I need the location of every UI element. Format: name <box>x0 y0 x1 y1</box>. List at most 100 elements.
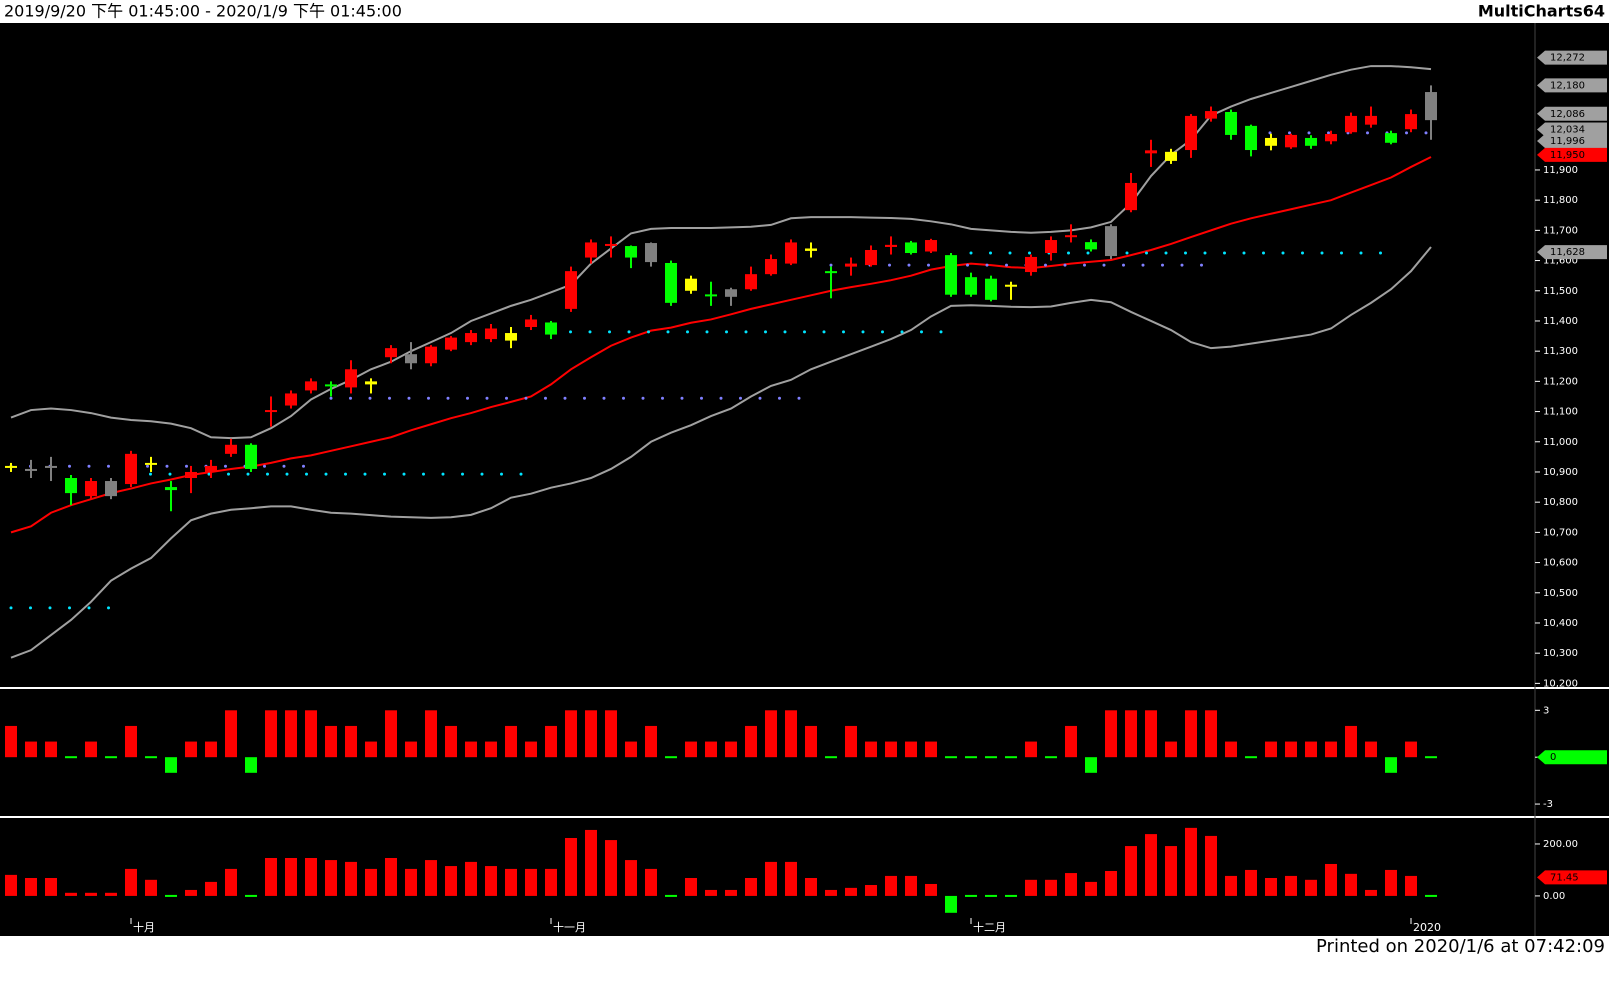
bar <box>1005 756 1017 759</box>
y-tick-label: 11,500 <box>1543 286 1578 297</box>
bar <box>805 878 817 896</box>
bar <box>485 866 497 896</box>
bar <box>1185 827 1197 896</box>
bar <box>1405 875 1417 896</box>
candle-body <box>925 240 937 252</box>
candle-body <box>125 453 137 485</box>
printed-note: Printed on 2020/1/6 at 07:42:09 <box>1316 936 1605 957</box>
candle-body <box>105 481 117 497</box>
bar <box>1385 757 1397 773</box>
bar <box>1145 710 1157 758</box>
candle-body <box>165 487 177 491</box>
y-tick-label: -3 <box>1543 799 1553 810</box>
bar <box>1405 741 1417 758</box>
candle-body <box>625 246 637 258</box>
bar <box>1305 741 1317 758</box>
y-tick-label: 11,900 <box>1543 165 1578 176</box>
price-tag <box>1537 78 1607 93</box>
bar <box>105 892 117 896</box>
candle-body <box>645 243 657 263</box>
brand: MultiCharts64 <box>1478 2 1605 21</box>
bar <box>325 725 337 758</box>
candle-body <box>825 271 837 274</box>
candle-body <box>765 259 777 275</box>
bar <box>865 741 877 758</box>
candle-body <box>425 346 437 364</box>
bar <box>205 741 217 758</box>
candle-body <box>1345 115 1357 133</box>
y-tick-label: 10,300 <box>1543 648 1578 659</box>
bar <box>425 710 437 758</box>
candle-body <box>905 242 917 254</box>
bar <box>565 838 577 896</box>
y-tick-label: 11,300 <box>1543 346 1578 357</box>
bar <box>225 868 237 896</box>
candle-body <box>265 410 277 413</box>
bar <box>1145 834 1157 896</box>
bar <box>685 741 697 758</box>
bar <box>625 741 637 758</box>
candle-body <box>1305 137 1317 146</box>
y-tick-label: 11,200 <box>1543 376 1578 387</box>
bar <box>845 887 857 896</box>
candle-body <box>1325 134 1337 142</box>
candle-body <box>565 271 577 309</box>
candle-body <box>545 322 557 335</box>
bar <box>485 741 497 758</box>
candle-body <box>1225 111 1237 135</box>
price-tag-label: 11,628 <box>1550 247 1585 258</box>
candle-body <box>965 277 977 295</box>
candle-body <box>1205 111 1217 119</box>
candle-body <box>505 333 517 341</box>
bar <box>5 725 17 758</box>
bar <box>405 741 417 758</box>
y-tick-label: 200.00 <box>1543 839 1578 850</box>
bar <box>1305 879 1317 896</box>
bar <box>185 889 197 896</box>
price-tag-label: 11,996 <box>1550 136 1585 147</box>
bar <box>145 879 157 896</box>
bar <box>565 710 577 758</box>
y-tick-label: 11,600 <box>1543 256 1578 267</box>
bar <box>585 829 597 896</box>
price-tag <box>1537 133 1607 148</box>
y-tick-label: 11,400 <box>1543 316 1578 327</box>
candle-body <box>1405 114 1417 130</box>
bar <box>885 875 897 896</box>
bar <box>85 892 97 896</box>
candle-body <box>525 319 537 328</box>
header-bar <box>0 0 1609 23</box>
bar <box>705 889 717 896</box>
bar <box>445 866 457 896</box>
bar <box>205 881 217 896</box>
y-tick-label: 10,200 <box>1543 678 1578 689</box>
x-tick-label: 十月 <box>133 920 155 934</box>
bar <box>305 710 317 758</box>
bar <box>185 741 197 758</box>
bar <box>685 878 697 896</box>
candle-body <box>1245 125 1257 151</box>
candle-body <box>605 243 617 246</box>
bar <box>965 894 977 897</box>
y-tick-label: 10,400 <box>1543 618 1578 629</box>
candle-body <box>1425 92 1437 121</box>
bar <box>745 878 757 896</box>
bar <box>65 892 77 896</box>
bar <box>1225 875 1237 896</box>
bar <box>1345 873 1357 896</box>
bar <box>785 861 797 896</box>
bar <box>665 894 677 897</box>
candle-body <box>1265 137 1277 146</box>
x-tick-label: 十二月 <box>973 920 1006 934</box>
candle-body <box>1105 226 1117 257</box>
bar <box>625 860 637 896</box>
bar <box>1245 756 1257 759</box>
candle-body <box>685 278 697 291</box>
price-tag-label: 12,180 <box>1550 80 1585 91</box>
candle-body <box>1085 242 1097 250</box>
bar <box>605 710 617 758</box>
bar <box>705 741 717 758</box>
candle-body <box>325 384 337 387</box>
